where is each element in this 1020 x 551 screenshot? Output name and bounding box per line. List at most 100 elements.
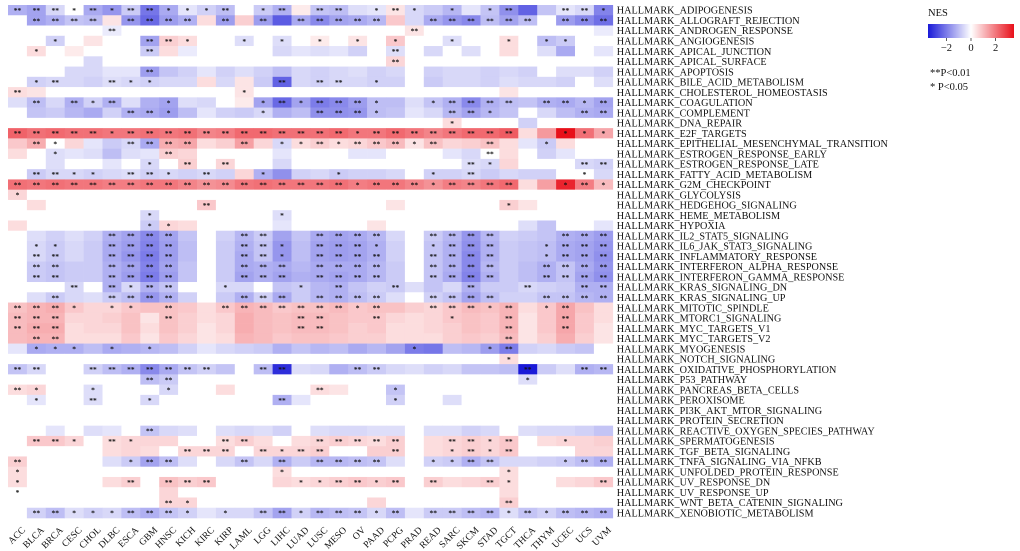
heatmap-cell	[442, 476, 462, 488]
heatmap-cell	[593, 302, 614, 314]
heatmap-cell	[348, 66, 368, 78]
heatmap-cell	[253, 97, 273, 108]
heatmap-cell	[83, 210, 103, 221]
significance-marker: **	[316, 324, 324, 333]
significance-marker: **	[203, 365, 211, 374]
heatmap-cell	[102, 199, 122, 211]
heatmap-cell	[178, 435, 198, 447]
heatmap-cell	[518, 240, 538, 252]
heatmap-cell	[329, 179, 349, 190]
heatmap-cell	[159, 56, 179, 67]
significance-marker: **	[486, 180, 494, 189]
heatmap-cell	[329, 56, 349, 67]
heatmap-cell	[291, 220, 311, 232]
heatmap-cell	[556, 394, 576, 406]
row-label: HALLMARK_KRAS_SIGNALING_UP	[617, 293, 786, 304]
significance-marker: *	[299, 139, 303, 148]
significance-marker: **	[562, 509, 570, 518]
heatmap-cell	[329, 35, 349, 47]
heatmap-cell	[310, 169, 330, 180]
heatmap-cell	[197, 230, 217, 242]
heatmap-cell	[329, 312, 349, 324]
heatmap-cell	[253, 138, 273, 149]
heatmap-cell	[593, 107, 614, 119]
heatmap-cell	[386, 87, 406, 98]
heatmap-cell	[348, 189, 368, 201]
heatmap-cell	[423, 343, 443, 355]
legend-note-p001: **P<0.01	[930, 68, 971, 79]
heatmap-cell	[26, 15, 47, 26]
heatmap-cell	[272, 97, 292, 108]
heatmap-cell	[423, 138, 443, 149]
heatmap-cell	[518, 333, 538, 344]
heatmap-cell	[215, 312, 236, 324]
heatmap-cell	[83, 128, 103, 139]
significance-marker: **	[335, 283, 343, 292]
heatmap-cell	[159, 148, 179, 160]
heatmap-cell	[178, 189, 198, 201]
heatmap-cell	[178, 292, 198, 303]
heatmap-cell	[537, 271, 557, 283]
heatmap-cell	[83, 230, 103, 242]
heatmap-cell	[8, 117, 28, 129]
heatmap-cell	[404, 282, 425, 293]
heatmap-cell	[329, 487, 349, 498]
heatmap-cell	[404, 312, 425, 324]
heatmap-cell	[8, 476, 28, 488]
significance-marker: **	[278, 457, 286, 466]
significance-marker: *	[299, 283, 303, 292]
heatmap-cell	[499, 282, 519, 293]
heatmap-cell	[537, 466, 557, 478]
heatmap-cell	[64, 15, 84, 26]
significance-marker: *	[91, 386, 95, 395]
heatmap-cell	[121, 138, 141, 149]
significance-marker: *	[601, 180, 605, 189]
heatmap-cell	[234, 292, 254, 303]
heatmap-cell	[310, 138, 330, 149]
significance-marker: **	[430, 16, 438, 25]
heatmap-cell	[461, 302, 481, 314]
heatmap-cell	[64, 230, 84, 242]
heatmap-cell	[253, 66, 273, 78]
heatmap-cell	[272, 138, 292, 149]
heatmap-cell	[140, 66, 160, 78]
heatmap-cell	[253, 46, 273, 57]
heatmap-cell	[442, 405, 462, 416]
heatmap-cell	[253, 446, 273, 457]
significance-marker: **	[581, 160, 589, 169]
significance-marker: **	[392, 283, 400, 292]
heatmap-cell	[121, 148, 141, 160]
significance-marker: **	[33, 365, 41, 374]
heatmap-cell	[537, 138, 557, 149]
significance-marker: **	[354, 242, 362, 251]
heatmap-cell	[140, 302, 160, 314]
heatmap-cell	[518, 425, 538, 437]
significance-marker: *	[129, 78, 133, 87]
heatmap-cell	[121, 271, 141, 283]
heatmap-cell	[178, 179, 198, 190]
significance-marker: *	[545, 252, 549, 261]
heatmap-cell	[83, 25, 103, 37]
significance-marker: **	[467, 304, 475, 313]
heatmap-cell	[461, 415, 481, 426]
heatmap-cell	[83, 46, 103, 57]
heatmap-cell	[253, 199, 273, 211]
heatmap-cell	[386, 384, 406, 396]
heatmap-cell	[45, 220, 65, 232]
significance-marker: **	[241, 457, 249, 466]
significance-marker: **	[467, 273, 475, 282]
heatmap-cell	[272, 87, 292, 98]
heatmap-cell	[442, 158, 462, 170]
heatmap-cell	[159, 271, 179, 283]
heatmap-cell	[140, 323, 160, 334]
heatmap-cell	[423, 56, 443, 67]
heatmap-cell	[442, 138, 462, 149]
heatmap-cell	[178, 425, 198, 437]
heatmap-cell	[329, 76, 349, 88]
heatmap-cell	[404, 323, 425, 334]
heatmap-cell	[593, 220, 614, 232]
heatmap-cell	[461, 456, 481, 467]
heatmap-cell	[556, 179, 576, 190]
significance-marker: **	[373, 365, 381, 374]
